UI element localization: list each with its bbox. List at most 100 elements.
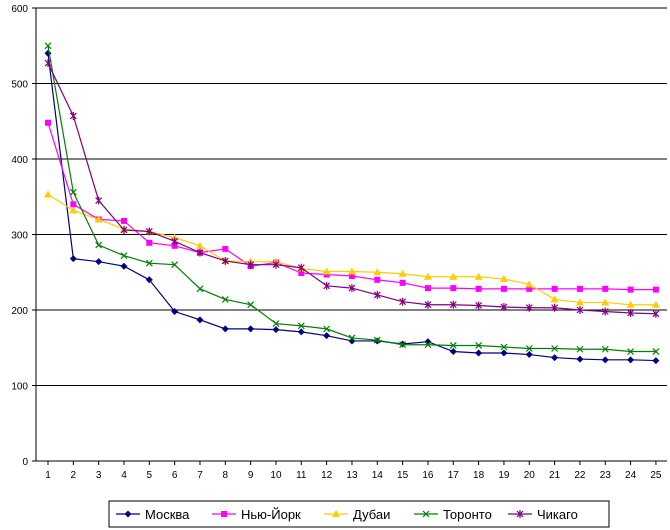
series-4 — [44, 42, 660, 355]
y-tick-label: 600 — [11, 4, 28, 15]
data-point — [120, 252, 128, 260]
data-point — [347, 267, 356, 275]
data-point — [652, 286, 659, 293]
data-point — [424, 300, 432, 309]
data-point — [602, 285, 609, 292]
data-point — [652, 357, 660, 365]
x-tick-label: 22 — [574, 470, 586, 481]
data-point — [124, 510, 132, 518]
data-point — [551, 285, 558, 292]
data-point — [373, 268, 382, 276]
data-point — [500, 343, 508, 351]
data-point — [475, 285, 482, 292]
data-point — [475, 349, 483, 357]
data-point — [247, 325, 255, 333]
data-point — [44, 42, 52, 50]
data-point — [551, 345, 559, 352]
data-point — [45, 119, 51, 126]
data-point — [449, 300, 457, 309]
data-point — [171, 261, 179, 269]
x-tick-label: 5 — [147, 470, 153, 481]
data-point — [221, 296, 229, 303]
data-point — [626, 300, 635, 308]
data-point — [323, 332, 331, 340]
x-tick-label: 8 — [223, 470, 229, 481]
data-point — [44, 59, 52, 68]
y-tick-label: 200 — [11, 306, 28, 317]
data-point — [500, 285, 507, 292]
x-tick-label: 23 — [600, 470, 612, 481]
x-tick-label: 3 — [96, 470, 102, 481]
data-point — [120, 262, 128, 270]
data-point — [297, 263, 305, 272]
x-axis-ticks: 1 2 3 4 5 6 7 8 9 10 11 12 13 14 15 16 17 18 19 20 21 22 23 24 2… — [45, 461, 662, 481]
legend-label: Нью-Йорк — [241, 507, 301, 522]
data-point — [145, 259, 153, 267]
data-point — [272, 320, 280, 328]
data-point — [69, 206, 78, 214]
data-point — [576, 306, 584, 314]
legend-label: Дубаи — [353, 507, 390, 522]
data-point — [221, 256, 229, 265]
x-tick-label: 7 — [197, 470, 203, 481]
data-point — [70, 201, 77, 208]
data-point — [525, 303, 533, 312]
data-point — [627, 356, 635, 364]
data-point — [196, 248, 204, 257]
data-point — [171, 237, 179, 246]
data-point — [120, 217, 127, 224]
data-point — [171, 242, 178, 249]
data-point — [601, 307, 609, 316]
x-tick-label: 9 — [248, 470, 254, 481]
x-tick-label: 2 — [71, 470, 77, 481]
x-tick-label: 21 — [549, 470, 561, 481]
data-point — [297, 322, 305, 330]
data-point — [449, 348, 457, 356]
data-point — [145, 227, 153, 236]
x-tick-label: 15 — [397, 470, 409, 481]
legend-item: Торонто — [414, 507, 492, 522]
data-point — [525, 345, 533, 352]
legend-label: Чикаго — [537, 507, 578, 522]
legend-item: Нью-Йорк — [212, 507, 301, 522]
data-point — [398, 269, 407, 277]
data-point — [171, 308, 179, 316]
data-point — [516, 510, 524, 518]
data-point — [373, 290, 381, 299]
data-point — [69, 188, 77, 196]
data-point — [221, 511, 227, 517]
data-point — [272, 326, 280, 334]
x-tick-label: 17 — [448, 470, 460, 481]
data-point — [196, 316, 204, 324]
data-point — [247, 260, 255, 269]
legend-label: Торонто — [443, 507, 492, 522]
data-point — [120, 225, 128, 234]
x-tick-label: 12 — [321, 470, 333, 481]
data-point — [247, 301, 255, 309]
data-point — [424, 285, 431, 292]
data-point — [373, 336, 381, 344]
data-point — [424, 341, 432, 349]
data-point — [575, 298, 584, 306]
data-point — [651, 300, 660, 308]
data-point — [222, 245, 229, 252]
data-point — [95, 196, 103, 205]
data-point — [551, 303, 559, 312]
data-point — [323, 281, 331, 290]
data-point — [627, 348, 635, 355]
x-tick-label: 10 — [270, 470, 282, 481]
data-point — [550, 295, 559, 303]
data-point — [323, 325, 331, 333]
series-line — [47, 53, 656, 362]
data-point — [399, 279, 406, 286]
data-point — [221, 325, 229, 333]
data-point — [146, 239, 153, 246]
data-point — [348, 273, 355, 280]
data-point — [627, 309, 635, 318]
x-tick-label: 16 — [422, 470, 434, 481]
data-point — [576, 345, 584, 353]
data-point — [500, 302, 508, 311]
data-point — [449, 272, 458, 280]
data-point — [525, 351, 533, 359]
y-tick-label: 500 — [11, 80, 28, 91]
